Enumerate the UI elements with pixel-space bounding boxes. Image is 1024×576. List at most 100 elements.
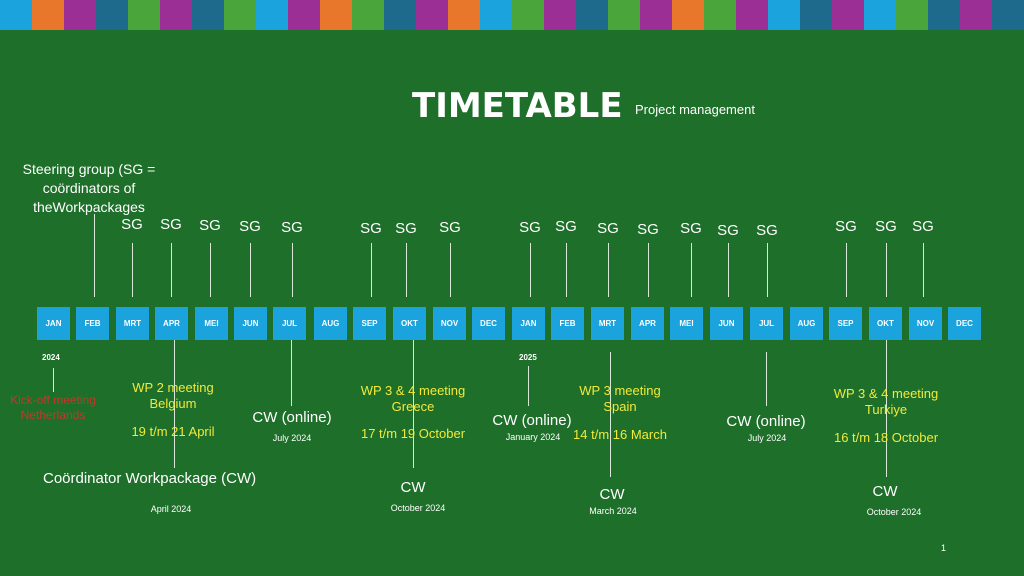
kickoff-label: Kick-off meeting Netherlands <box>10 393 96 422</box>
cw-online-1-connector <box>291 340 292 406</box>
cw-online-2-connector <box>528 366 529 406</box>
stripe-segment <box>384 0 416 30</box>
stripe-segment <box>768 0 800 30</box>
stripe-segment <box>544 0 576 30</box>
stripe-segment <box>32 0 64 30</box>
greece-meeting-dates: 17 t/m 19 October <box>360 426 466 441</box>
sg-connector <box>171 243 172 297</box>
stripe-segment <box>480 0 512 30</box>
page-title: TIMETABLE <box>412 86 623 126</box>
month-box: OKT <box>869 307 902 340</box>
sg-marker-label: SG <box>439 219 461 236</box>
stripe-segment <box>672 0 704 30</box>
sg-marker-label: SG <box>597 220 619 237</box>
stripe-segment <box>704 0 736 30</box>
greece-connector <box>413 340 414 468</box>
year-label-2024: 2024 <box>42 353 60 362</box>
wp2-meeting-title: WP 2 meeting Belgium <box>132 380 214 411</box>
month-box: MRT <box>116 307 149 340</box>
stripe-segment <box>960 0 992 30</box>
year-label-2025: 2025 <box>519 353 537 362</box>
sg-connector <box>406 243 407 297</box>
stripe-segment <box>736 0 768 30</box>
stripe-segment <box>832 0 864 30</box>
sg-connector <box>94 214 95 297</box>
sg-marker-label: SG <box>717 222 739 239</box>
stripe-segment <box>800 0 832 30</box>
stripe-segment <box>64 0 96 30</box>
stripe-segment <box>320 0 352 30</box>
sg-marker-label: SG <box>199 217 221 234</box>
stripe-segment <box>640 0 672 30</box>
cw-online-3-label: CW (online) <box>726 413 806 430</box>
stripe-segment <box>576 0 608 30</box>
month-box: DEC <box>948 307 981 340</box>
sg-marker-label: SG <box>637 221 659 238</box>
sg-connector <box>767 243 768 297</box>
sg-marker-label: SG <box>835 218 857 235</box>
sg-connector <box>728 243 729 297</box>
sg-connector <box>210 243 211 297</box>
sg-connector <box>450 243 451 297</box>
month-box: NOV <box>909 307 942 340</box>
page-number: 1 <box>941 543 947 553</box>
stripe-segment <box>416 0 448 30</box>
sg-marker-label: SG <box>360 220 382 237</box>
month-box: MEI <box>670 307 703 340</box>
sg-connector <box>846 243 847 297</box>
month-box: OKT <box>393 307 426 340</box>
month-box: MEI <box>195 307 228 340</box>
sg-marker-label: SG <box>756 222 778 239</box>
month-box: JAN <box>512 307 545 340</box>
cw-online-3-date: July 2024 <box>747 433 787 443</box>
sg-marker-label: SG <box>519 219 541 236</box>
month-box: SEP <box>829 307 862 340</box>
page-subtitle: Project management <box>635 102 755 117</box>
sg-marker-label: SG <box>875 218 897 235</box>
cw-online-1-date: July 2024 <box>272 433 312 443</box>
turkiye-meeting-title: WP 3 & 4 meeting Turkiye <box>833 386 939 417</box>
cw-greece-label: CW <box>400 479 426 496</box>
sg-marker-label: SG <box>680 220 702 237</box>
spain-connector <box>610 352 611 477</box>
stripe-segment <box>128 0 160 30</box>
sg-connector <box>608 243 609 297</box>
cw-online-2-label: CW (online) <box>492 412 572 429</box>
spain-meeting-title: WP 3 meeting Spain <box>579 383 661 414</box>
turkiye-meeting-dates: 16 t/m 18 October <box>833 430 939 445</box>
month-box: APR <box>155 307 188 340</box>
wp2-meeting-dates: 19 t/m 21 April <box>131 424 215 439</box>
cw-turkiye-date: October 2024 <box>866 507 922 517</box>
month-box: DEC <box>472 307 505 340</box>
cw-online-3-connector <box>766 352 767 406</box>
steering-group-description: Steering group (SG = coördinators of the… <box>22 161 156 215</box>
month-box: JUL <box>273 307 306 340</box>
cw-greece-date: October 2024 <box>390 503 446 513</box>
stripe-segment <box>608 0 640 30</box>
sg-connector <box>292 243 293 297</box>
month-box: JUL <box>750 307 783 340</box>
stripe-segment <box>512 0 544 30</box>
stripe-segment <box>192 0 224 30</box>
sg-marker-label: SG <box>121 216 143 233</box>
stripe-segment <box>160 0 192 30</box>
stripe-segment <box>928 0 960 30</box>
stripe-segment <box>96 0 128 30</box>
cw-description-date: April 2024 <box>150 504 192 514</box>
cw-spain-label: CW <box>599 486 625 503</box>
month-box: JUN <box>710 307 743 340</box>
month-box: JAN <box>37 307 70 340</box>
sg-marker-label: SG <box>281 219 303 236</box>
spain-meeting-dates: 14 t/m 16 March <box>573 427 667 442</box>
sg-connector <box>691 243 692 297</box>
stripe-segment <box>352 0 384 30</box>
wp2-connector <box>174 340 175 468</box>
sg-marker-label: SG <box>555 218 577 235</box>
stripe-segment <box>288 0 320 30</box>
sg-marker-label: SG <box>395 220 417 237</box>
month-box: AUG <box>314 307 347 340</box>
cw-online-2-date: January 2024 <box>505 432 561 442</box>
month-box: NOV <box>433 307 466 340</box>
cw-turkiye-label: CW <box>872 483 898 500</box>
greece-meeting-title: WP 3 & 4 meeting Greece <box>360 383 466 414</box>
